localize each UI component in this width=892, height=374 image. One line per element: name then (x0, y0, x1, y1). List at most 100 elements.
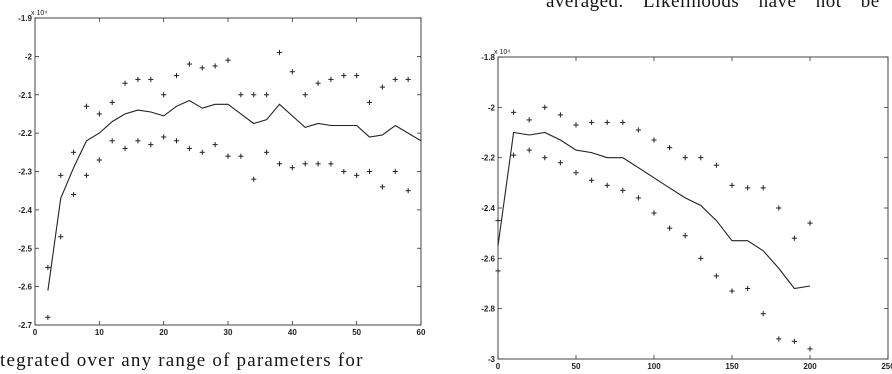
left-chart-series-1-point (71, 149, 77, 155)
left-chart-series-2-point (238, 153, 244, 159)
left-chart-series-1-point (264, 92, 270, 98)
right-chart-series-2-point (573, 170, 579, 176)
right-chart-series-1-point (698, 155, 704, 161)
left-chart-series-2-point (173, 138, 180, 144)
left-chart-series-2-point (225, 153, 231, 159)
left-chart-x-tick-label: 10 (95, 328, 104, 337)
right-chart-series-1-point (620, 119, 626, 126)
left-chart-series-2-point (354, 172, 360, 178)
right-chart-series-2-point (776, 336, 782, 342)
right-chart-series-1-point (807, 220, 813, 226)
right-chart-series-2-point (635, 195, 641, 201)
left-chart-y-tick-label: -2 (25, 52, 33, 61)
right-chart-series-1-point (791, 235, 797, 241)
left-chart-series-1-point (251, 92, 257, 98)
left-chart-series-1-point (341, 72, 347, 79)
left-chart-series-1-point (173, 72, 180, 79)
right-chart-series-1-point (589, 119, 595, 126)
left-chart-series-1-point (328, 76, 334, 82)
right-chart-x-tick-label: 50 (572, 362, 581, 371)
left-chart-x-tick-label: 30 (224, 328, 233, 337)
left-chart-series-2-point (405, 188, 411, 194)
right-chart-series-2-point (526, 147, 532, 153)
left-chart-series-2-point (315, 161, 321, 167)
right-chart-series-1-point (729, 182, 735, 188)
left-chart-series-2-point (289, 165, 295, 171)
right-chart-series-1-point (667, 145, 673, 151)
right-chart-series-2-point (667, 225, 673, 231)
right-chart-series-2-point (745, 285, 751, 292)
left-chart-y-tick-label: -2.2 (18, 129, 32, 138)
right-chart-frame (497, 56, 889, 360)
left-chart-series-1-point (366, 99, 373, 106)
right-chart-series-2-point (698, 255, 704, 261)
left-chart-series-2-point (96, 157, 102, 163)
right-chart-series-1-point (760, 185, 766, 191)
right-chart-series-1-point (573, 122, 579, 128)
left-chart-series-2-point (83, 172, 90, 178)
right-chart-y-exponent-label: x 10⁴ (494, 49, 510, 56)
left-chart-series-2-point (148, 142, 154, 148)
right-chart-y-tick-label: -2.8 (481, 305, 495, 314)
left-chart-series-1-point (148, 76, 154, 82)
right-chart-series-2-point (542, 155, 548, 161)
left-chart-series-2-point (341, 168, 347, 175)
right-chart-series-2-point (620, 187, 626, 193)
right-chart-x-tick-label: 100 (647, 362, 661, 371)
left-chart-series-2-point (199, 149, 205, 155)
left-chart-series-1-point (212, 63, 218, 69)
left-chart-y-tick-label: -2.7 (18, 321, 32, 330)
left-chart-series-2-point (58, 234, 64, 240)
left-chart-x-tick-label: 40 (288, 328, 297, 337)
left-chart-series-2-point (71, 191, 77, 198)
right-chart-y-tick-label: -2.2 (481, 154, 495, 163)
right-chart-series-1-point (776, 205, 782, 211)
right-chart-series-2-point (791, 338, 797, 344)
right-chart-series-2-point (729, 288, 735, 294)
left-chart-y-tick-label: -2.1 (18, 91, 32, 100)
right-chart-x-tick-label: 0 (496, 362, 501, 371)
right-chart-y-tick-label: -3 (488, 355, 496, 364)
left-chart-series-2-point (328, 161, 334, 167)
right-chart-x-tick-label: 250 (881, 362, 892, 371)
left-chart-series-2-point (45, 314, 51, 320)
right-chart-x-tick-label: 200 (803, 362, 817, 371)
left-chart-series-1-point (83, 103, 90, 109)
right-chart-series-2-point (713, 273, 719, 279)
left-chart-x-tick-label: 20 (159, 328, 168, 337)
left-chart-series-1-point (225, 57, 231, 63)
left-chart-series-2-point (109, 138, 115, 144)
right-chart-y-tick-label: -2.6 (481, 254, 495, 263)
left-chart-series-1-point (289, 69, 295, 75)
left-chart-series-1-point (238, 92, 244, 98)
right-chart-series-2-point (760, 311, 766, 317)
left-chart-y-tick-label: -2.6 (18, 283, 32, 292)
right-chart-series-2-point (651, 210, 657, 216)
right-chart-series-2-point (511, 152, 517, 158)
left-chart-y-tick-label: -2.5 (18, 244, 32, 253)
right-chart-series-1-point (511, 109, 517, 115)
right-chart-series-2-point (589, 177, 595, 183)
left-chart-series-1-point (354, 72, 360, 79)
right-chart-series-2-point (807, 346, 813, 352)
left-chart-series-1-point (161, 92, 167, 98)
right-chart-series-1-point (557, 112, 563, 118)
left-chart-series-2-point (302, 161, 308, 167)
left-chart-series-2-point (186, 145, 192, 152)
left-chart-series-2-point (276, 161, 283, 167)
right-chart-series-1-point (542, 104, 548, 110)
left-chart-series-1-point (199, 65, 205, 71)
left-chart-series-0-line (47, 99, 422, 291)
left-chart-x-tick-label: 50 (352, 328, 361, 337)
left-chart-series-1-point (276, 49, 283, 56)
right-chart-y-tick-label: -2.4 (481, 204, 495, 213)
left-chart-series-2-point (251, 176, 257, 182)
right-chart-series-1-point (526, 117, 532, 123)
left-chart-series-1-point (109, 99, 115, 106)
left-chart-series-1-point (302, 92, 308, 98)
right-chart-y-tick-label: -2 (488, 103, 496, 112)
right-chart-series-1-point (682, 155, 688, 161)
left-chart-series-1-point (135, 76, 141, 82)
paper-text-fragment-bottom: tegrated over any range of parameters fo… (0, 350, 364, 371)
